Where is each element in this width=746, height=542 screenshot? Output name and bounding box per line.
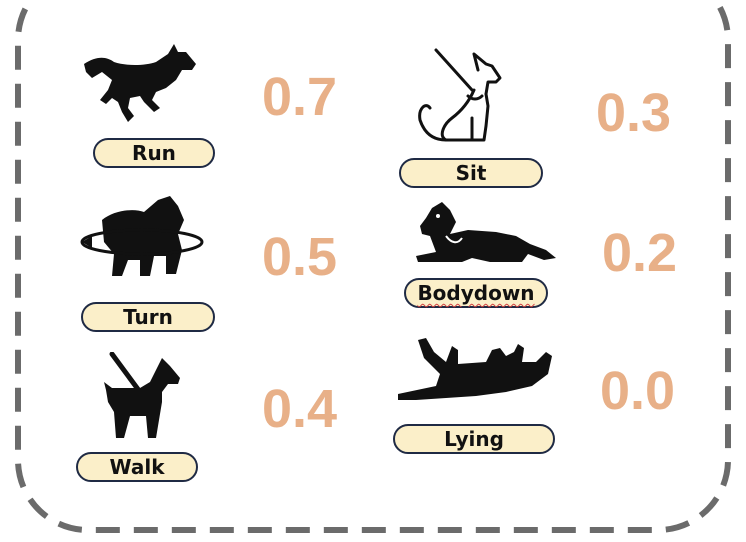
action-label: Sit bbox=[399, 158, 543, 188]
action-score: 0.5 bbox=[262, 227, 338, 287]
sitting-dog-icon bbox=[418, 48, 502, 142]
action-label: Walk bbox=[76, 452, 198, 482]
rolled-over-dog-icon bbox=[398, 338, 552, 400]
turning-dog-icon bbox=[80, 196, 204, 276]
running-dog-icon bbox=[84, 44, 196, 122]
action-label: Run bbox=[93, 138, 215, 168]
action-score: 0.0 bbox=[600, 361, 676, 421]
lying-down-dog-icon bbox=[416, 202, 556, 262]
walking-dog-icon bbox=[104, 352, 180, 438]
action-label: Turn bbox=[81, 302, 215, 332]
action-score: 0.2 bbox=[602, 223, 678, 283]
action-label: Lying bbox=[393, 424, 555, 454]
action-score: 0.4 bbox=[262, 379, 338, 439]
action-score: 0.3 bbox=[596, 83, 672, 143]
action-label-text: Bodydown bbox=[417, 281, 535, 305]
action-label: Bodydown bbox=[404, 278, 548, 308]
action-score: 0.7 bbox=[262, 67, 338, 127]
